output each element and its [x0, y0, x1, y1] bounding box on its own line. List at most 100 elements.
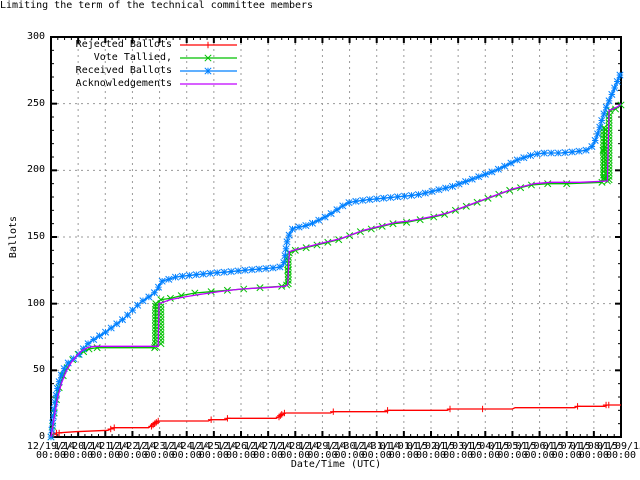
marker-star — [616, 71, 624, 79]
x-tick-label: 12/25/14 00:00 — [189, 441, 238, 461]
marker-cross — [93, 344, 101, 352]
marker-cross — [598, 178, 606, 186]
marker-cross — [600, 161, 608, 169]
y-tick-label: 50 — [32, 364, 45, 376]
marker-star — [283, 238, 291, 246]
y-tick-label: 100 — [26, 297, 45, 309]
marker-star — [145, 293, 153, 301]
marker-cross — [605, 166, 613, 174]
marker-star — [302, 221, 310, 230]
marker-star — [359, 196, 367, 204]
marker-star — [380, 194, 388, 202]
legend-label-received: Received Ballots — [75, 65, 172, 76]
marker-star — [192, 271, 200, 279]
marker-star — [513, 156, 521, 164]
marker-cross — [600, 174, 608, 182]
y-tick-label: 200 — [26, 164, 45, 176]
marker-star — [602, 103, 610, 111]
x-tick-label: 01/01/15 00:00 — [379, 441, 428, 461]
x-tick-label: 12/19/14 00:00 — [26, 441, 76, 461]
y-tick-label: 250 — [26, 97, 45, 109]
marker-star — [75, 350, 83, 358]
marker-star — [600, 110, 608, 118]
marker-cross — [600, 171, 608, 179]
marker-cross — [600, 164, 608, 172]
marker-star — [613, 77, 621, 86]
marker-cross — [600, 151, 608, 159]
marker-star — [596, 123, 604, 131]
x-tick-label: 01/08/15 00:00 — [569, 441, 618, 461]
x-tick-label: 01/05/15 00:00 — [488, 441, 537, 461]
marker-star — [308, 219, 317, 227]
marker-star — [295, 223, 303, 231]
marker-star — [150, 289, 158, 297]
marker-star — [280, 259, 288, 267]
x-tick-label: 01/03/15 00:00 — [434, 441, 483, 461]
marker-star — [113, 320, 121, 328]
marker-star — [481, 170, 489, 178]
x-tick-label: 12/22/14 00:00 — [108, 441, 157, 461]
marker-star — [101, 328, 110, 336]
marker-star — [611, 84, 619, 92]
marker-star — [96, 332, 104, 340]
marker-star — [582, 146, 590, 154]
marker-cross — [617, 101, 625, 109]
marker-cross — [600, 148, 608, 156]
marker-cross — [605, 142, 613, 150]
legend-label-rejected: Rejected Ballots — [75, 39, 172, 50]
marker-star — [345, 199, 353, 207]
marker-cross — [605, 139, 613, 147]
marker-star — [475, 173, 483, 181]
marker-star — [533, 150, 541, 158]
marker-cross — [284, 253, 292, 261]
x-tick-label: 01/06/15 00:00 — [515, 441, 564, 461]
marker-star — [185, 271, 193, 279]
marker-star — [407, 191, 416, 199]
marker-cross — [600, 131, 608, 139]
marker-cross — [605, 146, 613, 154]
marker-star — [154, 283, 163, 291]
marker-star — [204, 67, 212, 75]
marker-star — [262, 264, 270, 273]
series-line-acks — [50, 103, 622, 438]
marker-star — [234, 267, 242, 275]
marker-star — [107, 324, 115, 332]
series-line-rejected — [50, 404, 621, 438]
marker-star — [588, 143, 596, 151]
marker-star — [57, 371, 65, 379]
marker-star — [288, 225, 297, 233]
marker-cross — [600, 138, 608, 146]
y-tick-label: 0 — [38, 431, 45, 442]
marker-star — [598, 116, 606, 125]
marker-star — [281, 252, 289, 260]
marker-star — [55, 378, 63, 386]
marker-star — [435, 186, 443, 194]
marker-cross — [600, 141, 608, 149]
y-tick-label: 300 — [26, 31, 45, 42]
x-tick-label: 12/23/14 00:00 — [135, 441, 184, 461]
marker-star — [394, 193, 402, 201]
x-tick-label: 01/04/15 00:00 — [461, 441, 510, 461]
marker-star — [594, 130, 602, 138]
marker-star — [53, 384, 61, 392]
marker-star — [526, 151, 535, 160]
marker-star — [561, 149, 569, 157]
marker-star — [282, 245, 290, 253]
marker-star — [248, 266, 256, 274]
marker-star — [494, 165, 502, 173]
marker-star — [468, 175, 476, 183]
marker-star — [366, 195, 374, 204]
marker-star — [414, 190, 423, 199]
marker-star — [171, 273, 180, 281]
marker-cross — [600, 134, 608, 142]
marker-star — [448, 182, 457, 190]
marker-star — [84, 340, 92, 348]
marker-star — [315, 216, 323, 224]
marker-star — [241, 266, 249, 274]
marker-star — [60, 365, 68, 373]
marker-cross — [563, 180, 571, 188]
marker-star — [605, 97, 613, 105]
marker-cross — [544, 180, 552, 188]
marker-cross — [416, 216, 424, 224]
